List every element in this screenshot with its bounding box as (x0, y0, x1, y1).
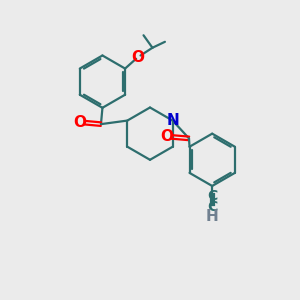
Text: O: O (73, 115, 86, 130)
Text: O: O (160, 129, 173, 144)
Text: N: N (167, 113, 180, 128)
Text: O: O (131, 50, 144, 65)
Text: H: H (206, 209, 219, 224)
Text: C: C (207, 200, 217, 214)
Text: C: C (207, 189, 217, 203)
